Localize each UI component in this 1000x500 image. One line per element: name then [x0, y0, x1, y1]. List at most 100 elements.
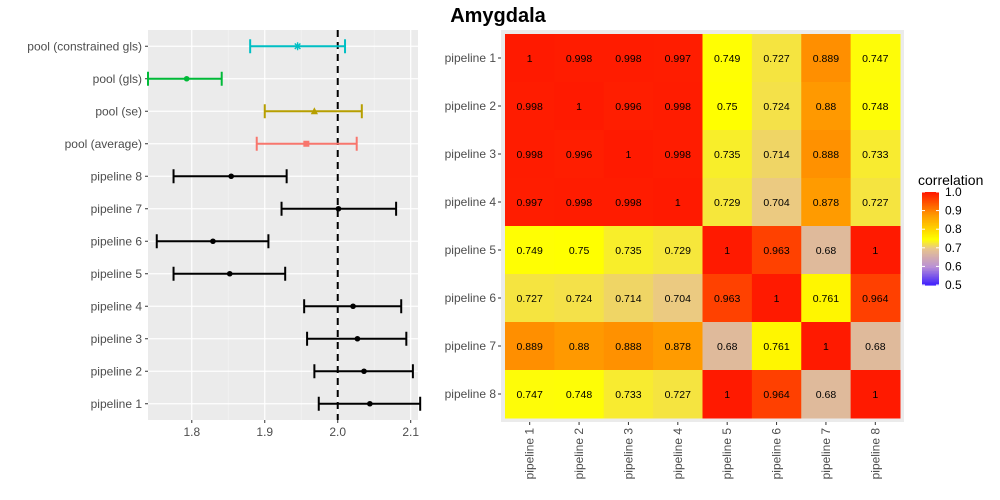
heatmap-cell: [554, 370, 605, 419]
heatmap-cell-label: 0.747: [862, 53, 888, 65]
heatmap-cell-label: 0.727: [862, 197, 888, 209]
legend-gradient-band: [922, 210, 939, 213]
heatmap-x-label: pipeline 8: [868, 428, 882, 480]
heatmap-cell-label: 0.724: [763, 101, 789, 113]
heatmap-cell-label: 0.889: [517, 341, 543, 353]
heatmap-x-label: pipeline 5: [720, 428, 734, 480]
heatmap-cell-label: 0.998: [566, 197, 592, 209]
heatmap-cell: [702, 130, 753, 179]
forest-point: [303, 140, 310, 147]
forest-row-label: pipeline 2: [91, 364, 143, 378]
heatmap-cell-label: 0.735: [714, 149, 740, 161]
heatmap-cell: [702, 82, 753, 131]
heatmap-cell: [702, 274, 753, 323]
legend-gradient-band: [922, 209, 939, 212]
heatmap-cell-label: 0.761: [813, 293, 839, 305]
heatmap-cell-label: 0.998: [665, 101, 691, 113]
legend-gradient-band: [922, 199, 939, 202]
heatmap-cell-label: 0.68: [717, 341, 738, 353]
forest-point: [354, 335, 361, 342]
heatmap-cell-label: 1: [724, 245, 730, 257]
heatmap-cell: [850, 274, 901, 323]
heatmap-cell-label: 0.714: [615, 293, 641, 305]
heatmap-cell: [751, 322, 802, 371]
legend-tick-label: 0.9: [945, 204, 962, 218]
heatmap-cell: [505, 322, 555, 371]
legend-gradient-band: [922, 254, 939, 257]
heatmap-cell: [751, 274, 802, 323]
heatmap-cell: [505, 178, 555, 227]
forest-plot: pool (constrained gls) pool (gls) pool (se…: [27, 30, 422, 439]
heatmap-cell-label: 0.729: [665, 245, 691, 257]
legend-gradient-band: [922, 280, 939, 283]
legend-gradient-band: [922, 207, 939, 210]
legend-gradient-band: [922, 196, 939, 199]
heatmap-cell: [801, 274, 852, 323]
heatmap-cell-label: 1: [724, 389, 730, 401]
heatmap-cell: [554, 82, 605, 131]
legend-gradient-band: [922, 249, 939, 252]
heatmap-cell: [653, 322, 703, 371]
heatmap-cell-label: 0.963: [763, 245, 789, 257]
legend-gradient-band: [922, 204, 939, 207]
heatmap-cell-label: 1: [675, 197, 681, 209]
heatmap-cell: [801, 178, 852, 227]
legend-tick-label: 0.8: [945, 222, 962, 236]
legend-gradient-band: [922, 267, 939, 271]
legend-gradient-band: [922, 201, 939, 204]
heatmap-cell-label: 0.749: [517, 245, 543, 257]
forest-point: [367, 400, 373, 407]
heatmap-cell-label: 0.889: [813, 53, 839, 65]
heatmap-cell-label: 1: [872, 389, 878, 401]
heatmap-cell: [653, 34, 703, 83]
legend-gradient-band: [922, 213, 939, 216]
legend-gradient-band: [922, 233, 939, 236]
heatmap-cell: [505, 34, 555, 83]
heatmap-x-label: pipeline 7: [819, 428, 833, 480]
heatmap-cell-label: 0.888: [615, 341, 641, 353]
legend-gradient-band: [922, 212, 939, 215]
forest-point: [183, 75, 190, 82]
heatmap-cell-label: 0.704: [665, 293, 691, 305]
heatmap-cell: [801, 226, 852, 275]
heatmap-cell-label: 0.964: [862, 293, 888, 305]
heatmap-cell: [801, 130, 852, 179]
heatmap-cell-label: 0.88: [816, 101, 837, 113]
heatmap-cell: [801, 322, 852, 371]
heatmap-title: Amygdala: [450, 5, 546, 27]
heatmap-cell: [751, 226, 802, 275]
heatmap-cell: [850, 226, 901, 275]
legend-gradient-band: [922, 240, 939, 243]
heatmap-cell: [603, 322, 654, 371]
heatmap-cell: [801, 370, 852, 419]
heatmap-y-label: pipeline 6: [445, 291, 497, 305]
forest-row-label: pipeline 7: [91, 202, 143, 216]
legend-gradient-band: [922, 198, 939, 201]
heatmap-cell-label: 0.68: [816, 245, 837, 257]
forest-x-tick-label: 1.8: [183, 425, 200, 439]
heatmap-cell-label: 0.735: [615, 245, 641, 257]
heatmap-cell-label: 0.888: [813, 149, 839, 161]
heatmap-cell: [702, 34, 753, 83]
forest-point: [310, 107, 318, 115]
forest-row-label: pool (constrained gls): [27, 39, 142, 53]
heatmap-cell: [554, 130, 605, 179]
heatmap-cell: [603, 226, 654, 275]
forest-x-tick-label: 2.0: [329, 425, 346, 439]
forest-point: [361, 368, 367, 375]
heatmap-cell: [505, 226, 555, 275]
heatmap-cell: [554, 274, 605, 323]
heatmap-cell-label: 0.747: [517, 389, 543, 401]
heatmap-cell-label: 0.998: [566, 53, 592, 65]
legend-gradient-band: [922, 227, 939, 230]
heatmap-cell: [751, 82, 802, 131]
legend-gradient-band: [922, 238, 939, 241]
heatmap-cell-label: 0.714: [763, 149, 789, 161]
heatmap-cell-label: 0.88: [569, 341, 590, 353]
forest-row-label: pool (se): [95, 104, 142, 118]
legend-gradient-band: [922, 219, 939, 223]
heatmap-cell-label: 1: [576, 101, 582, 113]
heatmap-cell: [505, 370, 555, 419]
forest-row-label: pipeline 5: [91, 267, 143, 281]
